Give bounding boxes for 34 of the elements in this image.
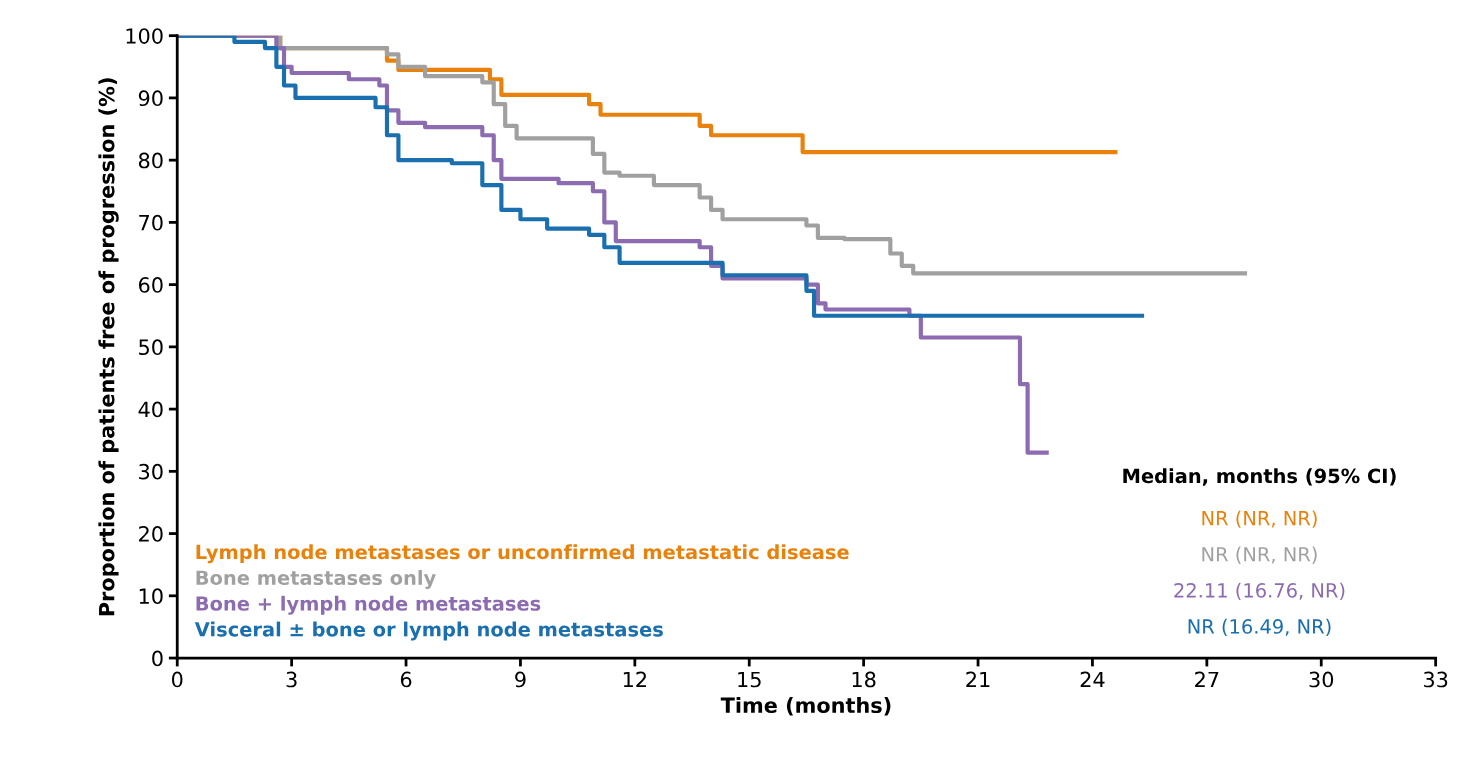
y-tick-label: 40 bbox=[138, 401, 163, 418]
y-tick-label: 70 bbox=[139, 214, 163, 231]
y-tick-label: 0 bbox=[152, 650, 163, 667]
x-tick-label: 24 bbox=[1080, 671, 1105, 688]
x-tick-label: 6 bbox=[400, 671, 412, 688]
text: Bone + lymph node metastases bbox=[196, 595, 541, 615]
text: Visceral ± bone or lymph node metastases bbox=[194, 621, 663, 641]
y-tick-label: 20 bbox=[139, 526, 163, 542]
x-tick-label: 33 bbox=[1423, 671, 1448, 688]
y-tick-label: 30 bbox=[139, 463, 163, 480]
x-tick-label: 21 bbox=[966, 671, 990, 688]
x-tick-label: 12 bbox=[623, 671, 647, 688]
y-tick-label: 100 bbox=[126, 28, 163, 44]
y-tick-label: 80 bbox=[138, 152, 163, 169]
y-tick-label: 50 bbox=[139, 339, 163, 356]
annotation: NR (16.49, NR) bbox=[1188, 618, 1331, 637]
x-tick-label: 18 bbox=[852, 671, 876, 688]
y-tick-label: 10 bbox=[139, 588, 163, 605]
x-tick-label: 0 bbox=[171, 671, 183, 688]
annotation: 22.11 (16.76, NR) bbox=[1174, 582, 1345, 601]
x-tick-label: 30 bbox=[1309, 671, 1334, 688]
x-tick-label: 27 bbox=[1195, 671, 1219, 688]
annotation: NR (NR, NR) bbox=[1202, 546, 1317, 564]
text: Lymph node metastases or unconfirmed metastatic disease bbox=[196, 544, 849, 564]
x-tick-label: 3 bbox=[286, 671, 297, 688]
annotation: Median, months (95% CI) bbox=[1123, 468, 1396, 486]
annotation: NR (NR, NR) bbox=[1202, 510, 1317, 528]
x-tick-label: 9 bbox=[515, 671, 526, 688]
y-tick-label: 90 bbox=[138, 90, 163, 107]
y-axis-title: Proportion of patients free of progression (%) bbox=[98, 78, 119, 616]
y-tick-label: 60 bbox=[138, 277, 163, 293]
x-tick-label: 15 bbox=[738, 671, 761, 688]
x-axis-title: Time (months) bbox=[720, 696, 891, 716]
text: Bone metastases only bbox=[196, 570, 436, 589]
